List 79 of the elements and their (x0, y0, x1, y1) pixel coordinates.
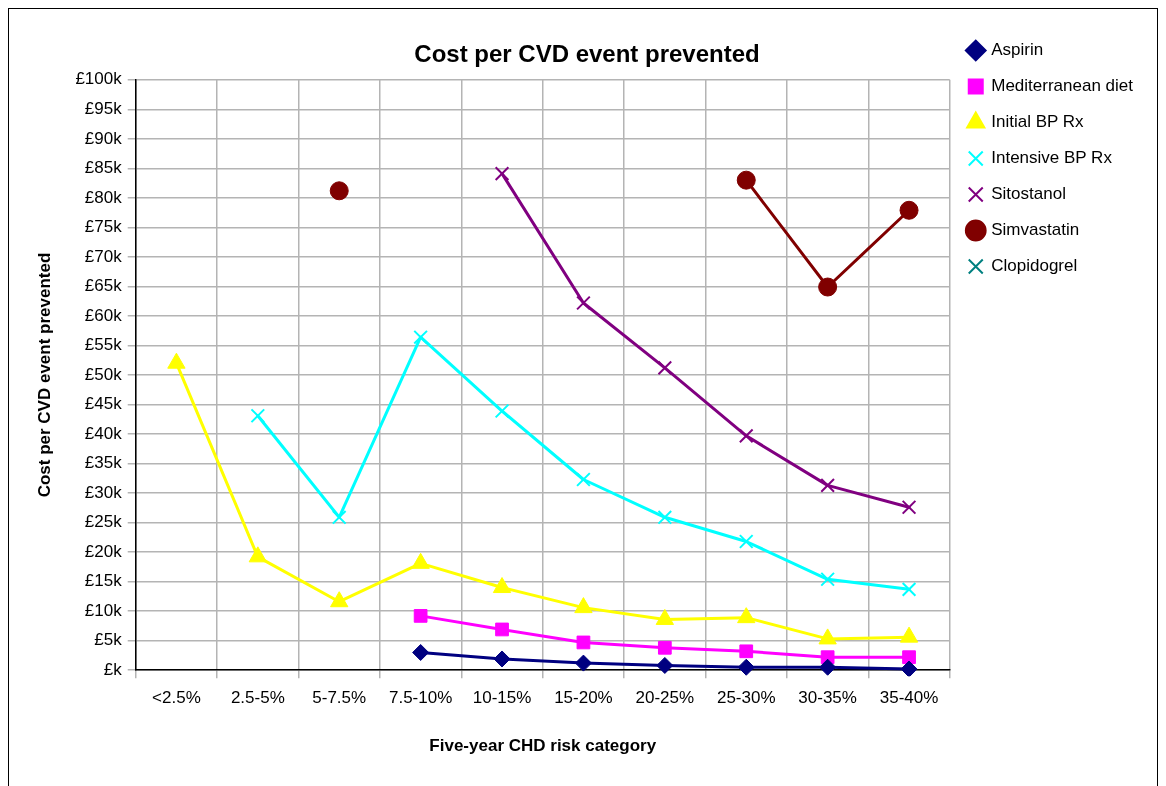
point (737, 607, 756, 624)
point (330, 591, 349, 608)
y-tick-label: £35k (84, 453, 123, 473)
y-tick-label: £95k (84, 99, 123, 119)
y-tick-label: £60k (84, 305, 123, 325)
y-tick-label: £40k (84, 423, 123, 443)
point (736, 170, 756, 190)
point (248, 546, 267, 563)
y-tick-label: £25k (84, 512, 123, 532)
point (738, 428, 754, 444)
point (820, 571, 836, 587)
legend-label: Initial BP Rx (991, 112, 1085, 132)
y-tick-label: £55k (84, 335, 123, 355)
x-tick-label: 5-7.5% (312, 688, 367, 708)
x-tick-label: 20-25% (635, 688, 695, 708)
y-tick-label: £45k (84, 394, 123, 414)
x-axis-title: Five-year CHD risk category (429, 736, 657, 756)
point (901, 499, 917, 515)
point (574, 597, 593, 614)
y-tick-label: £100k (75, 69, 123, 89)
x-tick-label: 25-30% (716, 688, 776, 708)
point (901, 581, 917, 597)
point (576, 295, 591, 311)
legend-label: Aspirin (991, 40, 1044, 60)
point (250, 408, 266, 424)
y-tick-label: £80k (84, 187, 123, 207)
point (331, 509, 347, 525)
x-tick-label: 10-15% (472, 688, 532, 708)
y-tick-label: £90k (84, 128, 123, 148)
point (494, 166, 510, 182)
y-tick-label: £85k (84, 158, 123, 178)
x-tick-label: 7.5-10% (388, 688, 453, 708)
legend-label: Simvastatin (991, 220, 1080, 240)
point (412, 643, 430, 661)
point (494, 403, 510, 419)
x-tick-label: 15-20% (554, 688, 613, 708)
point (818, 628, 837, 645)
legend-label: Clopidogrel (991, 256, 1078, 276)
x-tick-label: 2.5-5% (230, 688, 285, 708)
y-tick-label: £30k (84, 482, 123, 502)
y-tick-label: £70k (84, 246, 123, 266)
x-tick-label: 35-40% (879, 688, 939, 708)
point (737, 658, 755, 676)
point (413, 609, 428, 623)
y-tick-label: £75k (84, 217, 123, 237)
y-tick-label: £15k (84, 571, 123, 591)
legend-label: Mediterranean diet (991, 76, 1134, 96)
point (820, 478, 836, 493)
point (657, 509, 673, 525)
point (902, 650, 916, 665)
point (495, 622, 509, 637)
point (329, 181, 349, 201)
chart-title: Cost per CVD event prevented (414, 40, 760, 68)
point (576, 472, 591, 487)
point (738, 534, 754, 549)
point (899, 200, 919, 220)
point (657, 640, 672, 655)
point (492, 577, 512, 594)
point (493, 650, 511, 668)
legend-label: Sitostanol (991, 184, 1066, 204)
point (574, 654, 592, 672)
y-tick-label: £20k (84, 541, 123, 561)
point (739, 644, 754, 659)
point (818, 277, 838, 297)
point (657, 360, 673, 376)
y-tick-label: £65k (84, 276, 123, 296)
point (656, 656, 674, 674)
y-tick-label: £5k (94, 630, 123, 650)
point (413, 329, 428, 345)
x-tick-label: <2.5% (152, 688, 201, 708)
point (819, 658, 837, 676)
y-tick-label: £50k (84, 364, 123, 384)
point (576, 635, 591, 650)
point (900, 660, 918, 677)
y-tick-label: £10k (84, 600, 123, 620)
legend-label: Intensive BP Rx (991, 148, 1113, 168)
y-tick-label: £k (103, 659, 123, 679)
y-axis-title: Cost per CVD event prevented (34, 252, 54, 498)
x-tick-label: 30-35% (798, 688, 857, 708)
